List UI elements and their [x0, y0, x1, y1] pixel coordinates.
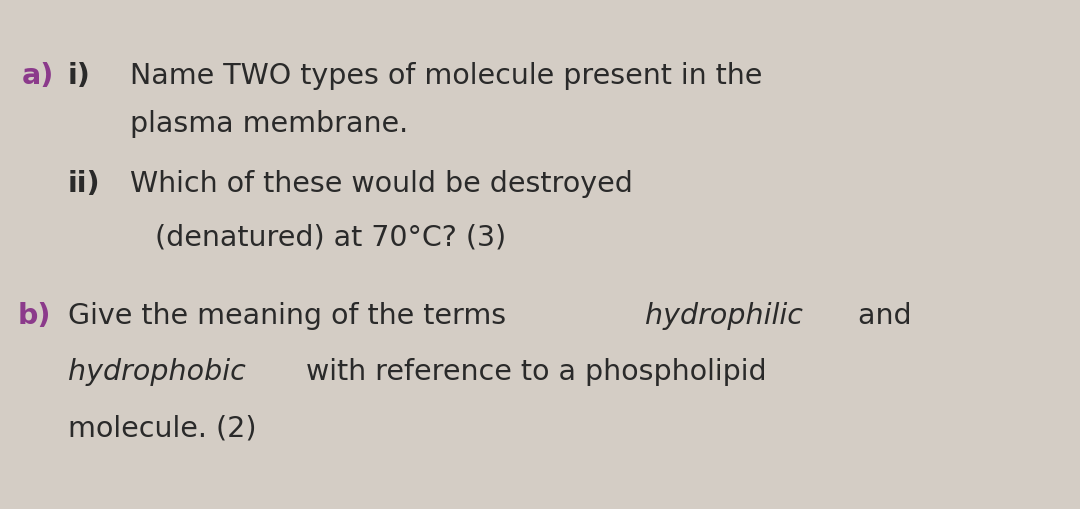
Text: ii): ii)	[68, 170, 100, 198]
Text: molecule. (2): molecule. (2)	[68, 415, 257, 443]
Text: a): a)	[22, 62, 54, 90]
Text: (denatured) at 70°C? (3): (denatured) at 70°C? (3)	[156, 223, 507, 251]
Text: b): b)	[18, 302, 52, 330]
Text: hydrophobic: hydrophobic	[68, 358, 246, 386]
Text: Give the meaning of the terms: Give the meaning of the terms	[68, 302, 515, 330]
Text: Which of these would be destroyed: Which of these would be destroyed	[130, 170, 633, 198]
Text: and: and	[849, 302, 912, 330]
Text: i): i)	[68, 62, 91, 90]
Text: plasma membrane.: plasma membrane.	[130, 110, 408, 138]
Text: hydrophilic: hydrophilic	[645, 302, 802, 330]
Text: Name TWO types of molecule present in the: Name TWO types of molecule present in th…	[130, 62, 762, 90]
Text: with reference to a phospholipid: with reference to a phospholipid	[297, 358, 767, 386]
